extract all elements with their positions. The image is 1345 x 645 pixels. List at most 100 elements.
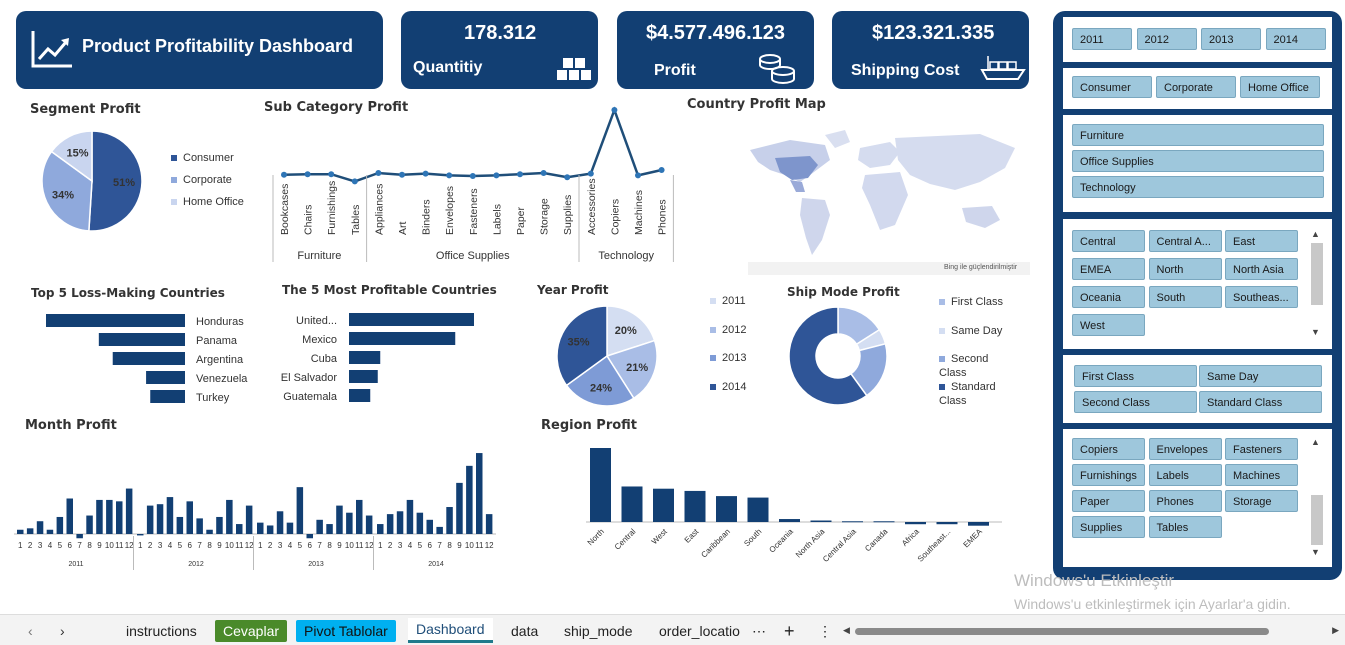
horizontal-scrollbar[interactable]: ◀ ▶ [843, 625, 1339, 635]
tick-north: North [586, 527, 606, 547]
scroll-left-icon[interactable]: ‹ [28, 623, 33, 639]
kpi-quantity-label: Quantitiy [413, 59, 483, 76]
region-bar-chart: North Central West East Caribbean South Oceani… [586, 448, 1002, 564]
slicer-subcategory-envelopes[interactable]: Envelopes [1148, 438, 1222, 460]
slicer-year-2014[interactable]: 2014 [1265, 28, 1326, 50]
slicer-category-office-supplies[interactable]: Office Supplies [1072, 150, 1324, 172]
month-profit-title: Month Profit [25, 418, 117, 433]
tick-supplies: Supplies [562, 195, 574, 235]
tab-ship-mode[interactable]: ship_mode [564, 623, 633, 639]
tab-data[interactable]: data [511, 623, 539, 639]
bar-united [349, 313, 474, 326]
month-tick: 1 [258, 541, 263, 550]
month-tick: 7 [317, 541, 322, 550]
page-title: Product Profitability Dashboard [82, 36, 354, 56]
region-slicer-scrollbar[interactable]: ▲ ▼ [1309, 229, 1325, 341]
slicer-shipmode-first-class[interactable]: First Class [1074, 365, 1197, 387]
tab-pivot-tablolar[interactable]: Pivot Tablolar [296, 620, 396, 642]
slicer-region-west[interactable]: West [1072, 314, 1145, 336]
slicer-region-oceania[interactable]: Oceania [1072, 286, 1145, 308]
month-tick: 11 [475, 541, 484, 550]
slicer-shipmode-second-class[interactable]: Second Class [1074, 391, 1197, 413]
slicer-year-2013[interactable]: 2013 [1201, 28, 1261, 50]
kpi-profit-card: $4.577.496.123 Profit [617, 11, 814, 89]
month-tick: 2 [388, 541, 393, 550]
slicer-segment-consumer[interactable]: Consumer [1072, 76, 1152, 98]
slicer-year-2011[interactable]: 2011 [1072, 28, 1132, 50]
slicer-region-southeas[interactable]: Southeas... [1225, 286, 1298, 308]
subcategory-slicer-scrollbar[interactable]: ▲ ▼ [1309, 437, 1325, 561]
slicer-category-furniture[interactable]: Furniture [1072, 124, 1324, 146]
sheet-tab-bar: ‹ › instructions Cevaplar Pivot Tablolar… [0, 614, 1345, 645]
bar-turkey [150, 390, 185, 403]
month-tick: 7 [437, 541, 442, 550]
tick-south: South [742, 527, 763, 548]
bar-2011-6 [66, 498, 73, 534]
point-paper [517, 171, 523, 178]
slicer-region-emea[interactable]: EMEA [1072, 258, 1145, 280]
slicer-region-east[interactable]: East [1225, 230, 1298, 252]
year-label-2012: 2012 [188, 561, 204, 568]
slicer-shipmode-same-day[interactable]: Same Day [1199, 365, 1322, 387]
slicer-region-north-asia[interactable]: North Asia [1225, 258, 1298, 280]
month-tick: 2 [268, 541, 273, 550]
bar-2014-2 [386, 514, 394, 534]
tab-order-location[interactable]: order_locatio [659, 623, 740, 639]
bar-south [747, 497, 769, 522]
slicer-segment-corporate[interactable]: Corporate [1156, 76, 1236, 98]
slicer-region-central-a[interactable]: Central A... [1148, 230, 1222, 252]
add-sheet-icon[interactable]: + [784, 621, 795, 641]
tab-cevaplar[interactable]: Cevaplar [215, 620, 288, 642]
month-tick: 12 [485, 541, 494, 550]
slice-label-2014: 35% [567, 336, 589, 348]
slicer-subcategory-paper[interactable]: Paper [1072, 490, 1145, 512]
slicer-subcategory-supplies[interactable]: Supplies [1072, 516, 1145, 538]
bar-2011-9 [96, 499, 103, 534]
bar-east [684, 490, 706, 522]
slicer-region-central[interactable]: Central [1072, 230, 1145, 252]
legend-label: First Class [951, 296, 1003, 308]
legend-item-consumer: Consumer [171, 152, 234, 164]
bar-2014-11 [476, 453, 483, 534]
month-tick: 7 [77, 541, 82, 550]
bar-oceania [779, 519, 800, 522]
dashboard-header: Product Profitability Dashboard [16, 11, 383, 89]
scroll-right-icon[interactable]: › [60, 623, 65, 639]
tick-southeast: Southeast... [916, 527, 953, 564]
month-tick: 11 [235, 541, 244, 550]
tab-dashboard[interactable]: Dashboard [408, 618, 493, 643]
more-tabs-icon[interactable]: ⋯ [752, 623, 766, 639]
slicer-shipmode-standard-class[interactable]: Standard Class [1199, 391, 1322, 413]
slice-2014 [557, 306, 608, 387]
month-tick: 5 [58, 541, 63, 550]
slicer-subcategory-furnishings[interactable]: Furnishings [1072, 464, 1145, 486]
segment-profit-title: Segment Profit [30, 102, 141, 117]
slicer-subcategory-labels[interactable]: Labels [1148, 464, 1222, 486]
slice-home-office [50, 131, 93, 183]
slicer-subcategory-storage[interactable]: Storage [1225, 490, 1298, 512]
slicer-segment-home-office[interactable]: Home Office [1240, 76, 1320, 98]
activation-watermark-title: Windows'u Etkinleştir [1014, 571, 1175, 590]
legend-marker [171, 177, 177, 184]
slicer-subcategory-phones[interactable]: Phones [1148, 490, 1222, 512]
month-tick: 4 [408, 541, 413, 550]
slicer-subcategory-tables[interactable]: Tables [1148, 516, 1222, 538]
bar-2013-3 [276, 511, 284, 534]
bar-north [590, 448, 611, 522]
slicer-region-north[interactable]: North [1148, 258, 1222, 280]
legend-label: Consumer [183, 152, 234, 164]
tab-options-icon[interactable]: ⋮ [818, 623, 832, 639]
slicer-subcategory-fasteners[interactable]: Fasteners [1225, 438, 1298, 460]
tab-instructions[interactable]: instructions [126, 623, 197, 639]
shipmode-donut-chart [789, 307, 887, 405]
slicer-subcategory-machines[interactable]: Machines [1225, 464, 1298, 486]
slicer-subcategory-copiers[interactable]: Copiers [1072, 438, 1145, 460]
tick-envelopes: Envelopes [444, 186, 456, 235]
slicer-category-technology[interactable]: Technology [1072, 176, 1324, 198]
slicer-year-2012[interactable]: 2012 [1136, 28, 1197, 50]
month-tick: 8 [327, 541, 332, 550]
kpi-shipping-label: Shipping Cost [851, 62, 960, 79]
tick-binders: Binders [421, 199, 433, 235]
legend-label: Standard Class [939, 381, 996, 407]
slicer-region-south[interactable]: South [1148, 286, 1222, 308]
